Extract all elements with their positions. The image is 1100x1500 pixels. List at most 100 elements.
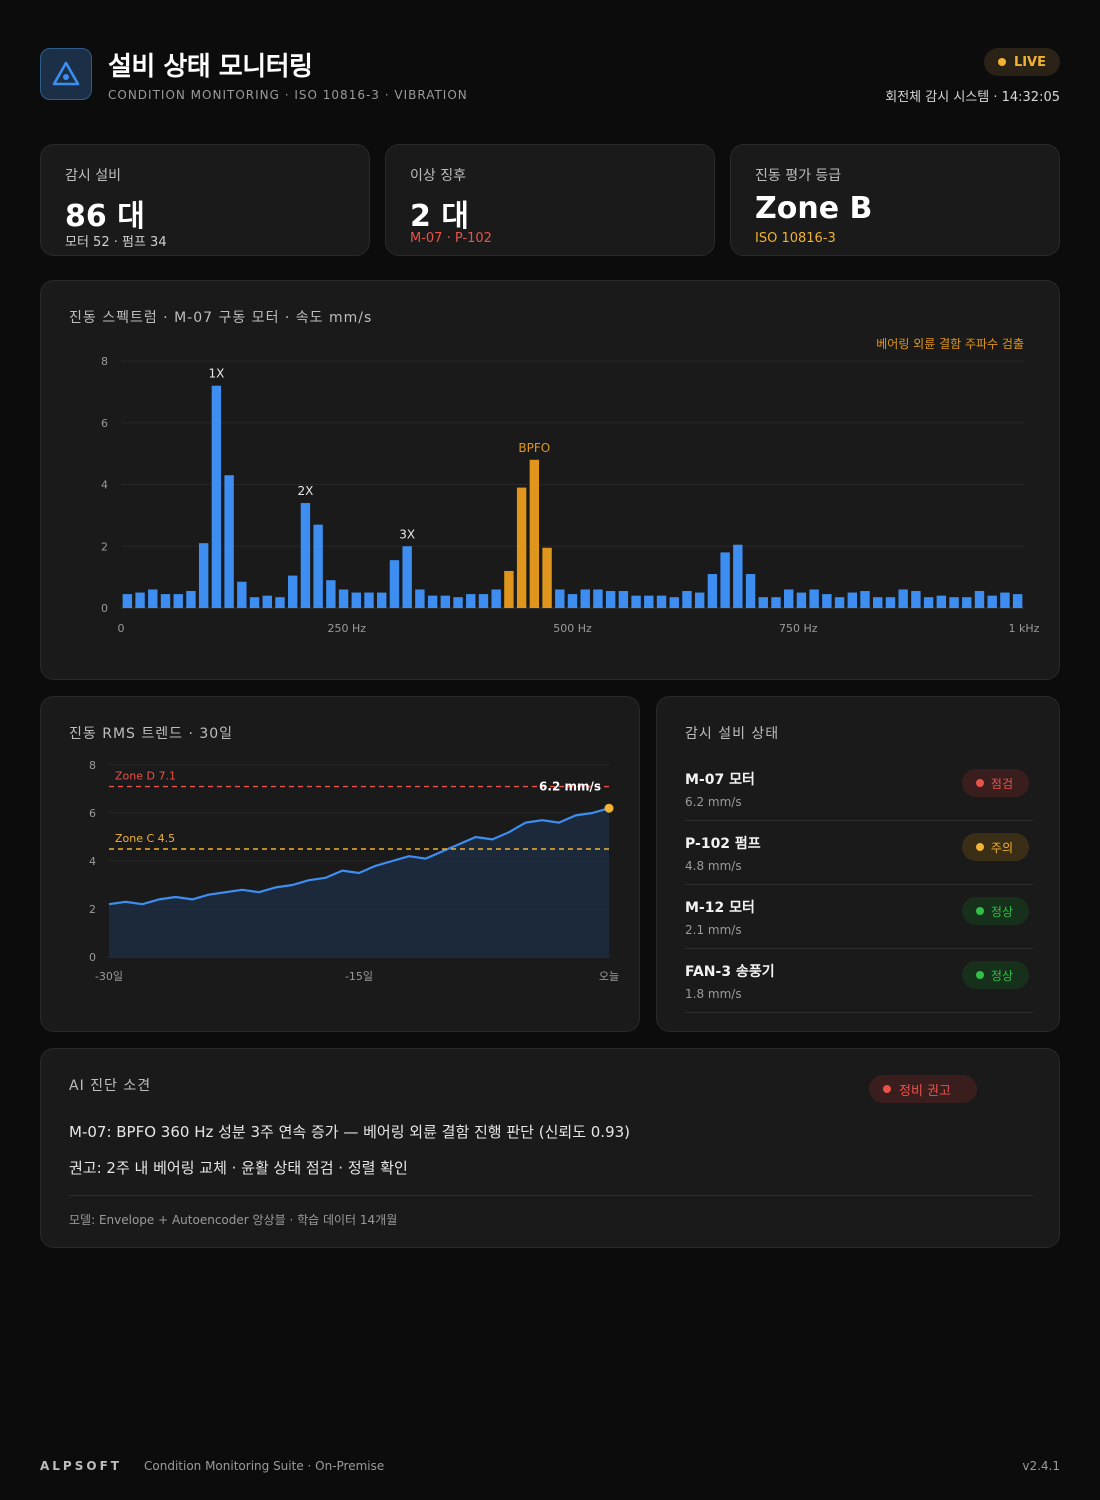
kpi-value: Zone B	[755, 191, 873, 226]
spectrum-bar	[364, 592, 374, 608]
status-dot-icon	[975, 907, 984, 915]
spectrum-bar	[911, 591, 921, 608]
system-time: 회전체 감시 시스템 · 14:32:05	[885, 90, 1060, 105]
kpi-value: 2 대	[410, 199, 469, 234]
status-dot-icon	[975, 843, 984, 851]
y-tick-label: 8	[101, 355, 108, 368]
x-tick-label: 1 kHz	[1009, 622, 1040, 635]
kpi-sub: M-07 · P-102	[410, 231, 492, 246]
spectrum-bar	[745, 574, 756, 608]
spectrum-bar	[287, 575, 298, 608]
status-row-m07[interactable]: M-07 모터 6.2 mm/s 점검	[685, 757, 1033, 821]
footer-brand: ALPSOFT	[40, 1459, 122, 1473]
triangle-eye-icon	[52, 61, 80, 86]
spectrum-bar	[885, 597, 896, 608]
spectrum-bar	[313, 524, 323, 608]
equipment-name: P-102 펌프	[685, 836, 761, 852]
threshold-label: Zone D 7.1	[115, 770, 176, 783]
ai-finding: M-07: BPFO 360 Hz 성분 3주 연속 증가 — 베어링 외륜 결…	[69, 1123, 631, 1141]
spectrum-bar	[326, 580, 336, 608]
spectrum-bar	[351, 592, 361, 608]
spectrum-bar	[593, 589, 603, 608]
spectrum-bar	[822, 594, 832, 608]
spectrum-bar	[135, 592, 145, 608]
x-tick-label: 오늘	[599, 970, 619, 983]
equipment-name: M-07 모터	[685, 772, 755, 788]
y-tick-label: 2	[101, 540, 108, 553]
spectrum-bar	[338, 589, 349, 608]
maintenance-badge-label: 정비 권고	[899, 1083, 951, 1099]
kpi-card-monitored[interactable]: 감시 설비 86 대 모터 52 · 펌프 34	[40, 144, 370, 256]
spectrum-bar	[720, 552, 730, 608]
spectrum-bar	[796, 592, 807, 608]
status-badge-label: 정상	[990, 904, 1013, 919]
spectrum-bar	[631, 595, 641, 608]
status-row-m12[interactable]: M-12 모터 2.1 mm/s 정상	[685, 885, 1033, 949]
alert-dot-icon	[883, 1085, 891, 1093]
spectrum-bar	[898, 589, 908, 608]
x-tick-label: -15일	[345, 969, 373, 983]
spectrum-bar	[160, 594, 171, 608]
spectrum-bar	[644, 595, 654, 608]
status-badge[interactable]: 정상	[961, 961, 1029, 989]
spectrum-bar	[694, 592, 705, 608]
status-row-p102[interactable]: P-102 펌프 4.8 mm/s 주의	[685, 821, 1033, 885]
spectrum-bar	[555, 589, 565, 608]
spectrum-bar	[415, 589, 425, 608]
spectrum-bar	[962, 597, 972, 608]
spectrum-bar	[1000, 592, 1010, 608]
status-badge[interactable]: 주의	[961, 833, 1029, 861]
footer-description: Condition Monitoring Suite · On-Premise	[144, 1459, 385, 1473]
spectrum-bar	[300, 503, 311, 608]
spectrum-bar	[427, 595, 438, 608]
kpi-label: 진동 평가 등급	[755, 168, 842, 184]
spectrum-bar	[440, 595, 451, 608]
status-badge[interactable]: 정상	[961, 897, 1029, 925]
footer-version: v2.4.1	[1022, 1459, 1060, 1473]
spectrum-bar	[974, 591, 985, 608]
kpi-card-grade[interactable]: 진동 평가 등급 Zone B ISO 10816-3	[730, 144, 1060, 256]
spectrum-bar-highlight	[516, 487, 527, 608]
status-badge[interactable]: 점검	[961, 769, 1029, 797]
equipment-status-card: 감시 설비 상태 M-07 모터 6.2 mm/s 점검 P-102 펌프 4.…	[656, 696, 1060, 1032]
kpi-card-anomaly[interactable]: 이상 징후 2 대 M-07 · P-102	[385, 144, 715, 256]
threshold-label: Zone C 4.5	[115, 832, 175, 845]
kpi-label: 감시 설비	[65, 168, 121, 184]
peak-label: BPFO	[518, 441, 550, 455]
trend-card: 진동 RMS 트렌드 · 30일 0 2 4 6 8 -30일 -15일 오늘 Zone D 7…	[40, 696, 640, 1032]
status-badge-label: 정상	[990, 968, 1013, 983]
spectrum-bar	[873, 597, 883, 608]
y-tick-label: 0	[101, 602, 108, 615]
app-logo	[40, 48, 92, 100]
ai-model-info: 모델: Envelope + Autoencoder 앙상블 · 학습 데이터 …	[69, 1213, 398, 1227]
x-tick-label: 500 Hz	[553, 622, 592, 635]
kpi-label: 이상 징후	[410, 168, 466, 184]
spectrum-bar	[771, 597, 781, 608]
spectrum-bar	[224, 475, 234, 608]
y-tick-label: 2	[89, 903, 96, 916]
maintenance-badge[interactable]: 정비 권고	[869, 1075, 977, 1103]
spectrum-bar	[987, 595, 997, 608]
trend-line	[108, 807, 610, 906]
spectrum-bar	[237, 581, 247, 608]
spectrum-bar	[707, 574, 718, 608]
status-row-fan3[interactable]: FAN-3 송풍기 1.8 mm/s 정상	[685, 949, 1033, 1013]
x-tick-label: 0	[118, 622, 125, 635]
ai-title: AI 진단 소견	[69, 1078, 152, 1094]
trend-end-point	[604, 803, 614, 813]
y-tick-label: 4	[89, 855, 96, 868]
live-badge[interactable]: LIVE	[983, 48, 1060, 76]
spectrum-bar-highlight	[542, 547, 552, 608]
spectrum-bar	[847, 592, 858, 608]
spectrum-bar	[491, 589, 501, 608]
equipment-value: 4.8 mm/s	[685, 859, 742, 873]
kpi-sub: 모터 52 · 펌프 34	[65, 235, 167, 250]
status-dot-icon	[975, 971, 984, 979]
kpi-sub: ISO 10816-3	[755, 231, 836, 246]
spectrum-bar	[377, 592, 387, 608]
spectrum-bar	[733, 544, 743, 608]
spectrum-bar	[682, 591, 692, 608]
spectrum-bar	[567, 594, 578, 608]
spectrum-bar	[211, 385, 222, 608]
spectrum-bar	[466, 594, 476, 608]
